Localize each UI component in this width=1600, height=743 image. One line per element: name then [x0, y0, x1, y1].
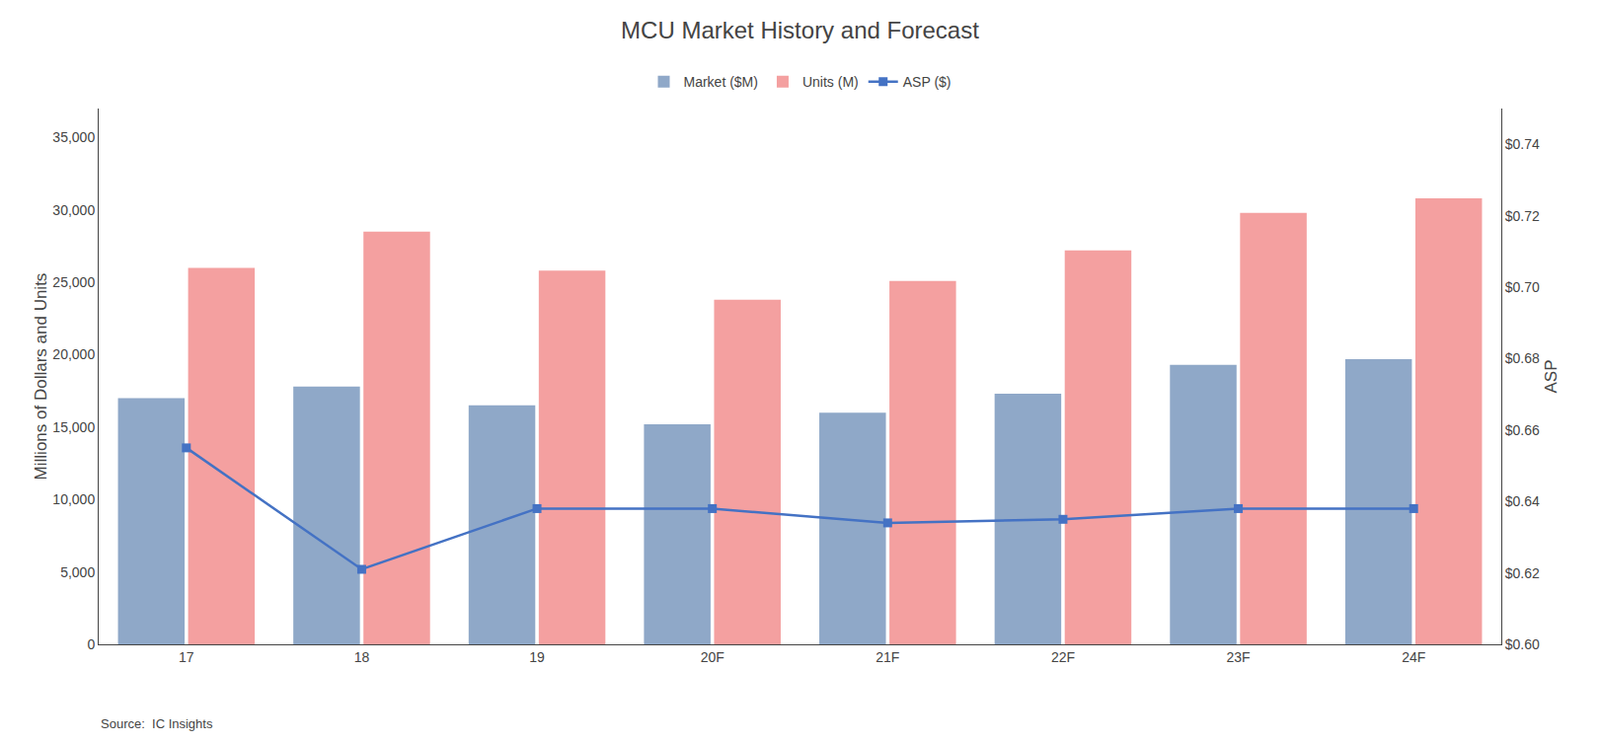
svg-text:30,000: 30,000 — [52, 202, 95, 219]
svg-text:22F: 22F — [1051, 649, 1075, 666]
svg-text:$0.60: $0.60 — [1505, 636, 1540, 653]
svg-text:23F: 23F — [1225, 649, 1250, 666]
svg-text:19: 19 — [529, 649, 545, 666]
svg-text:$0.74: $0.74 — [1505, 136, 1540, 153]
svg-text:MCU Market History and Forecas: MCU Market History and Forecast — [620, 16, 980, 44]
svg-text:0: 0 — [86, 636, 95, 653]
svg-text:Market ($M): Market ($M) — [684, 74, 759, 90]
svg-text:$0.68: $0.68 — [1505, 350, 1540, 367]
svg-text:$0.64: $0.64 — [1505, 493, 1540, 510]
svg-text:18: 18 — [354, 649, 371, 666]
svg-text:$0.70: $0.70 — [1505, 279, 1540, 296]
svg-text:Millions of Dollars and Units: Millions of Dollars and Units — [31, 273, 51, 481]
svg-text:$0.66: $0.66 — [1505, 422, 1540, 439]
svg-text:17: 17 — [178, 649, 195, 666]
svg-text:$0.62: $0.62 — [1505, 565, 1540, 582]
svg-text:24F: 24F — [1401, 649, 1426, 666]
svg-text:10,000: 10,000 — [52, 491, 95, 508]
svg-text:Units (M): Units (M) — [802, 74, 859, 90]
svg-text:15,000: 15,000 — [52, 419, 95, 436]
svg-text:35,000: 35,000 — [52, 129, 95, 146]
svg-text:20F: 20F — [700, 649, 725, 666]
svg-text:21F: 21F — [875, 649, 900, 666]
svg-text:25,000: 25,000 — [52, 274, 95, 291]
svg-text:Source: IC Insights: Source: IC Insights — [100, 716, 214, 732]
svg-text:$0.72: $0.72 — [1505, 208, 1540, 225]
svg-text:5,000: 5,000 — [60, 564, 95, 581]
svg-text:ASP: ASP — [1541, 359, 1561, 393]
svg-text:ASP ($): ASP ($) — [903, 74, 952, 90]
svg-text:20,000: 20,000 — [52, 346, 95, 363]
